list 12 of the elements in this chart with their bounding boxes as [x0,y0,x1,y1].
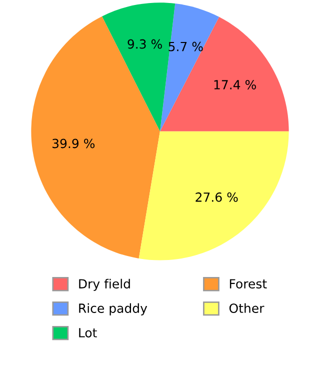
legend-label: Dry field [79,278,130,291]
data-label: 17.4 % [214,80,256,90]
legend-label: Other [229,303,264,313]
pie-slice [138,131,289,260]
data-label: 9.3 % [128,39,162,49]
legend-label: Rice paddy [79,303,148,316]
data-label: 39.9 % [52,138,95,148]
pie-slice [160,16,289,132]
legend-label: Forest [230,279,267,289]
legend-label: Lot [79,328,97,338]
pie-slice [31,16,160,258]
data-label: 27.6 % [196,192,238,202]
